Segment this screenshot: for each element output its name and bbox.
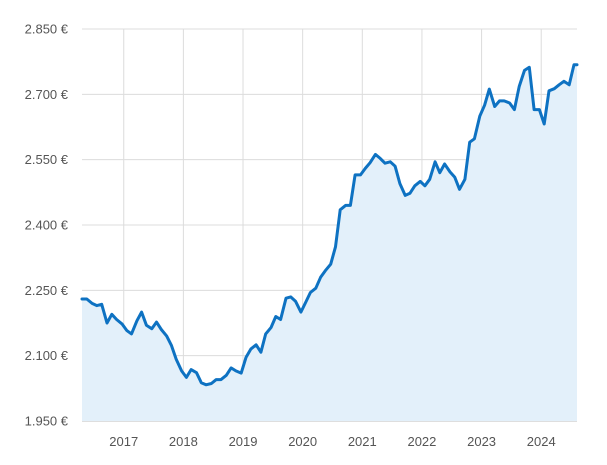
x-tick-label: 2024 xyxy=(527,434,556,449)
x-tick-label: 2021 xyxy=(348,434,377,449)
y-tick-label: 2.400 € xyxy=(25,218,69,233)
price-line-group xyxy=(80,63,579,387)
y-tick-label: 2.850 € xyxy=(25,22,69,37)
y-tick-label: 2.250 € xyxy=(25,283,69,298)
x-tick-label: 2019 xyxy=(229,434,258,449)
x-tick-label: 2022 xyxy=(407,434,436,449)
price-area-fill xyxy=(82,64,577,421)
x-tick-label: 2023 xyxy=(467,434,496,449)
y-tick-label: 1.950 € xyxy=(25,414,69,429)
y-tick-label: 2.550 € xyxy=(25,152,69,167)
x-tick-label: 2018 xyxy=(169,434,198,449)
y-tick-label: 2.700 € xyxy=(25,87,69,102)
x-axis-ticks: 2017 2018 2019 2020 2021 2022 2023 2024 xyxy=(109,434,555,449)
x-tick-label: 2017 xyxy=(109,434,138,449)
area-fill-group xyxy=(82,64,577,421)
y-axis-ticks: 1.950 € 2.100 € 2.250 € 2.400 € 2.550 € 2.700… xyxy=(25,22,69,429)
y-tick-label: 2.100 € xyxy=(25,348,69,363)
price-series-line xyxy=(80,63,579,387)
x-tick-label: 2020 xyxy=(288,434,317,449)
